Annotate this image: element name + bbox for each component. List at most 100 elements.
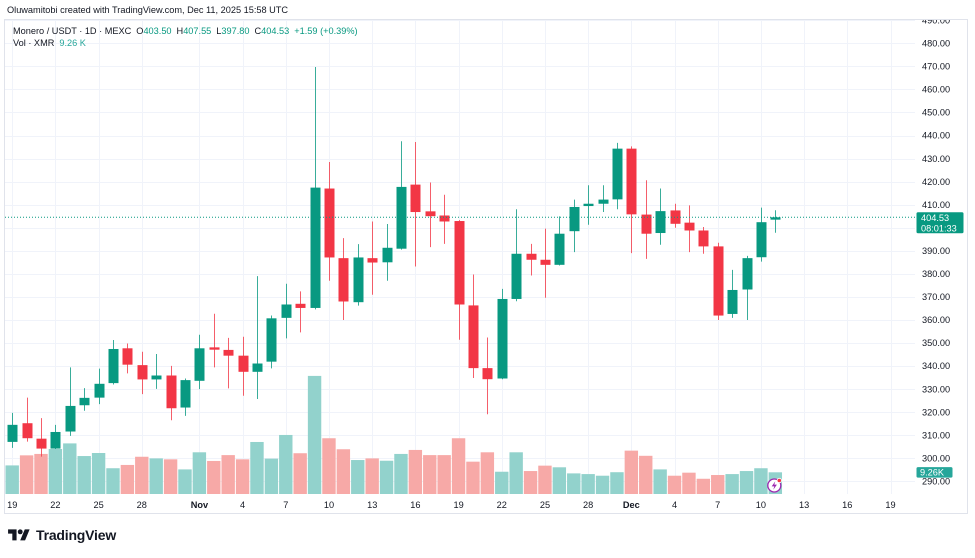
candle[interactable]	[223, 337, 234, 389]
candle[interactable]	[684, 205, 695, 253]
time-axis-label: 25	[540, 500, 550, 510]
candle-body	[511, 253, 522, 299]
time-axis-label: 22	[497, 500, 507, 510]
candle[interactable]	[382, 224, 393, 281]
candle[interactable]	[22, 397, 33, 442]
candle[interactable]	[238, 336, 249, 396]
price-axis-label: 380.00	[922, 269, 950, 279]
candle[interactable]	[166, 365, 177, 421]
time-axis-label: 10	[324, 500, 334, 510]
legend-close-value: 404.53	[261, 26, 290, 36]
price-axis-label: 290.00	[922, 477, 950, 487]
candle[interactable]	[122, 343, 133, 374]
candle[interactable]	[612, 142, 623, 210]
candle[interactable]	[295, 291, 306, 333]
candle[interactable]	[626, 146, 637, 254]
candle-body	[36, 438, 47, 449]
candle[interactable]	[468, 274, 479, 379]
candle[interactable]	[108, 340, 119, 385]
legend-volume-row[interactable]: Vol · XMR 9.26 K	[13, 37, 358, 49]
footer-branding[interactable]: TradingView	[8, 527, 116, 543]
candle[interactable]	[396, 141, 407, 250]
candle[interactable]	[598, 185, 609, 213]
price-axis-label: 300.00	[922, 454, 950, 464]
candle[interactable]	[511, 209, 522, 302]
candle[interactable]	[7, 412, 18, 448]
volume-bar	[91, 453, 106, 494]
candle[interactable]	[281, 283, 292, 339]
volume-tag-value: 9.26K	[920, 468, 945, 478]
candle[interactable]	[670, 203, 681, 228]
volume-bar	[120, 464, 135, 494]
candle[interactable]	[209, 313, 220, 368]
candle[interactable]	[583, 185, 594, 225]
candle[interactable]	[310, 67, 321, 310]
price-axis-label: 460.00	[922, 85, 950, 95]
candle[interactable]	[655, 188, 666, 245]
legend-volume-label[interactable]: Vol · XMR	[13, 38, 55, 48]
time-axis-label: 19	[453, 500, 463, 510]
legend-price-row[interactable]: Monero / USDT · 1D · MEXC O 403.50 H 407.5…	[13, 25, 358, 37]
legend-open-key: O	[136, 26, 144, 36]
legend-close-key: C	[254, 26, 262, 36]
candle[interactable]	[151, 354, 162, 389]
candle-body	[770, 217, 781, 220]
candle-body	[382, 247, 393, 263]
candle[interactable]	[641, 180, 652, 259]
volume-bar	[351, 460, 365, 494]
candle[interactable]	[137, 351, 148, 395]
candle-body	[94, 383, 105, 398]
legend-symbol[interactable]: Monero / USDT · 1D · MEXC	[13, 26, 132, 36]
candle[interactable]	[454, 220, 465, 340]
candle[interactable]	[180, 378, 191, 416]
volume-bar	[567, 473, 581, 494]
candle[interactable]	[94, 368, 105, 405]
legend-low: L 397.80	[216, 25, 249, 37]
candle-body	[583, 203, 594, 207]
time-axis-label: 13	[799, 500, 809, 510]
time-axis-label: 7	[715, 500, 720, 510]
volume-bar	[63, 443, 77, 494]
candle[interactable]	[79, 388, 90, 411]
candle[interactable]	[698, 227, 709, 254]
candle[interactable]	[540, 228, 551, 298]
candle[interactable]	[742, 255, 753, 320]
candle[interactable]	[410, 141, 421, 267]
candle[interactable]	[266, 315, 277, 369]
volume-bar	[48, 449, 63, 494]
candle[interactable]	[756, 207, 767, 262]
candle[interactable]	[770, 210, 781, 233]
candle[interactable]	[324, 162, 335, 281]
candle[interactable]	[252, 276, 263, 400]
candle[interactable]	[482, 337, 493, 415]
candle-body	[338, 258, 349, 302]
candle[interactable]	[353, 244, 364, 306]
candle[interactable]	[36, 418, 47, 457]
candle[interactable]	[497, 288, 508, 380]
last-price-value: 404.53	[921, 213, 949, 223]
candle[interactable]	[554, 216, 565, 266]
time-axis-label: Nov	[191, 500, 209, 510]
candle[interactable]	[439, 194, 450, 244]
candle[interactable]	[727, 269, 738, 318]
candle[interactable]	[338, 238, 349, 320]
time-axis[interactable]	[5, 494, 967, 513]
candle[interactable]	[65, 367, 76, 436]
candle[interactable]	[194, 334, 205, 390]
candle-body	[626, 148, 637, 215]
bar-close-countdown: 08:01:33	[921, 223, 957, 233]
legend-high: H 407.55	[177, 25, 212, 37]
candle[interactable]	[713, 242, 724, 320]
candle-body	[612, 148, 623, 200]
candle[interactable]	[425, 182, 436, 248]
candle[interactable]	[526, 243, 537, 276]
candle[interactable]	[367, 221, 378, 295]
candle[interactable]	[569, 199, 580, 253]
candle[interactable]	[50, 424, 61, 450]
volume-bar	[423, 455, 437, 494]
volume-bar	[408, 449, 423, 494]
volume-bar	[739, 471, 754, 494]
news-marker[interactable]	[767, 477, 782, 493]
candle-body	[497, 298, 508, 379]
